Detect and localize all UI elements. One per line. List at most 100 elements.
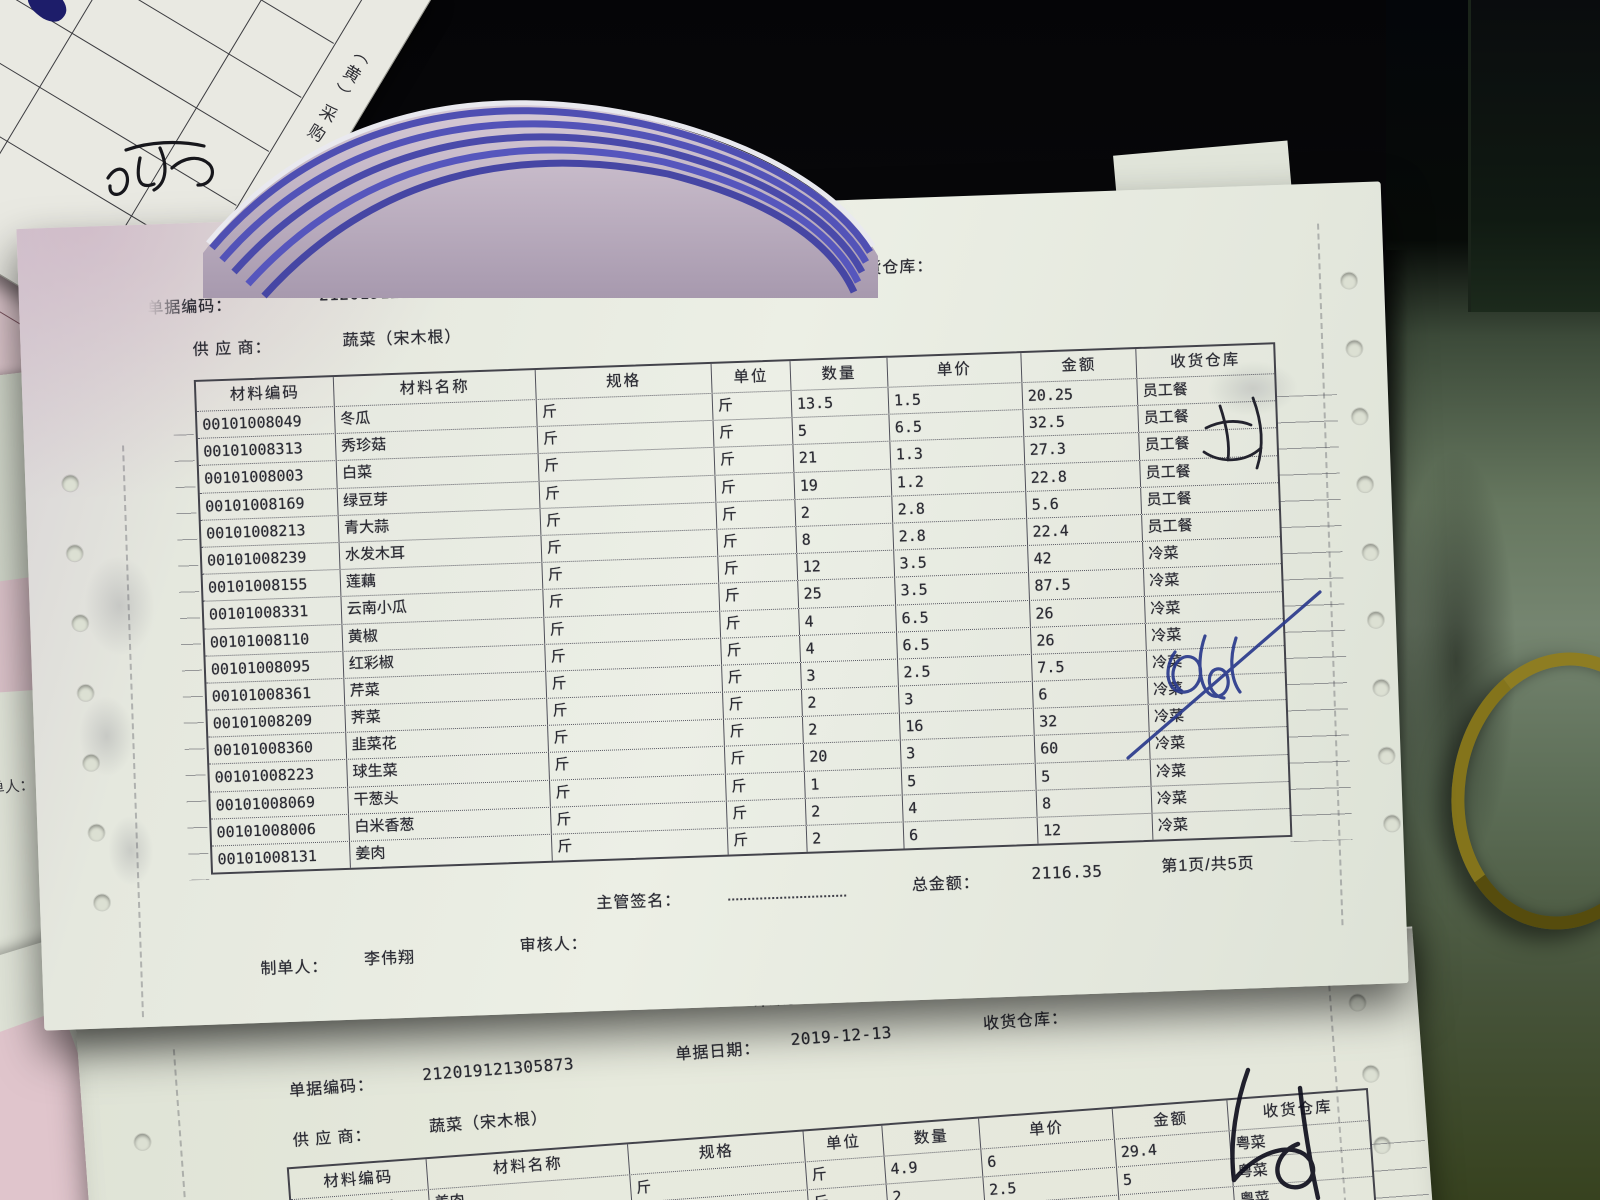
table-cell: 26 <box>1029 596 1146 627</box>
table-cell: 6.5 <box>897 627 1032 659</box>
table-cell: 冷菜 <box>1151 626 1182 645</box>
table-cell: 冷菜 <box>1149 572 1180 591</box>
table-cell: 13.5 <box>791 387 890 418</box>
table-cell: 12 <box>797 550 896 581</box>
table-cell: 32.5 <box>1023 406 1140 437</box>
table-cell: 1.5 <box>888 383 1024 414</box>
doc-no-label: 单据编码： <box>288 1076 375 1100</box>
table-cell: 冷菜 <box>1148 544 1179 563</box>
tractor-feed-hole <box>1340 272 1358 289</box>
table-cell: 3 <box>898 681 1034 713</box>
supplier-value: 蔬菜（宋木根） <box>342 328 462 350</box>
table-cell: 员工餐 <box>1144 435 1190 455</box>
tractor-feed-hole <box>66 544 84 562</box>
table-cell: 20 <box>803 740 902 771</box>
table-cell: 42 <box>1028 542 1144 573</box>
table-cell: 3 <box>801 659 899 689</box>
table-cell: 00101008331 <box>203 597 343 629</box>
table-cell: 00101008360 <box>208 733 348 765</box>
table-cell: 21 <box>793 442 892 472</box>
table-cell: 22.8 <box>1025 460 1142 491</box>
column-header: 规格 <box>535 363 713 400</box>
table-cell: 00101008110 <box>204 624 344 656</box>
receipt-page-1: 采购收货单 单据编码： 212019121305873 单据日期： 2019-1… <box>16 181 1409 1031</box>
table-cell: 斤 <box>716 499 797 529</box>
doc-no-value: 212019121305873 <box>421 1054 575 1085</box>
tractor-feed-hole <box>1362 1065 1380 1083</box>
table-cell: 4 <box>799 605 897 635</box>
table-cell: 60 <box>1034 732 1151 763</box>
table-cell: 6 <box>1032 677 1149 709</box>
column-header: 数量 <box>790 357 889 391</box>
table-cell: 27.3 <box>1024 433 1141 464</box>
table-cell: 00101008313 <box>197 434 337 466</box>
table-cell: 斤 <box>551 828 729 861</box>
table-cell: 2 <box>805 795 904 825</box>
tractor-feed-hole <box>133 1133 152 1151</box>
signature-line <box>727 880 847 901</box>
maker-label: 制单人： <box>260 958 329 978</box>
table-cell: 员工餐 <box>1143 408 1190 428</box>
maker-value: 李伟翔 <box>363 949 416 969</box>
table-cell: 00101008095 <box>205 651 345 683</box>
tractor-feed-hole <box>1362 543 1379 561</box>
table-cell: 姜肉 <box>350 834 553 868</box>
table-cell: 19 <box>794 469 893 499</box>
table-cell: 冷菜 <box>1155 762 1187 781</box>
table-cell: 5.6 <box>1026 487 1143 518</box>
table-cell: 00101008239 <box>201 542 341 574</box>
column-header: 金额 <box>1021 349 1138 383</box>
dotted-line-extension <box>1369 1139 1431 1200</box>
table-cell: 8 <box>1036 786 1153 817</box>
paper-text-fragment: 单人： <box>0 776 36 799</box>
table-cell: 斤 <box>713 418 794 448</box>
table-cell: 6 <box>903 817 1039 849</box>
table-cell: 20.25 <box>1022 379 1139 410</box>
tractor-feed-hole <box>77 684 94 702</box>
dark-shelf <box>1468 0 1600 312</box>
table-cell: 冷菜 <box>1156 789 1188 808</box>
tractor-feed-hole <box>1356 475 1374 493</box>
table-cell: 斤 <box>714 445 795 475</box>
table-cell: 5 <box>901 763 1037 795</box>
table-cell: 斤 <box>720 608 801 638</box>
table-cell: 冷菜 <box>1151 653 1183 672</box>
table-cell: 25 <box>798 577 897 608</box>
column-header: 单位 <box>803 1125 885 1162</box>
tractor-feed-hole <box>93 894 111 911</box>
table-cell: 斤 <box>723 717 804 747</box>
table-cell: 00101008223 <box>209 760 349 792</box>
table-cell: 斤 <box>722 662 802 692</box>
manager-sign-label: 主管签名： <box>596 892 682 913</box>
table-cell: 斤 <box>726 798 807 828</box>
tractor-feed-hole <box>88 824 105 841</box>
table-cell: 00101008361 <box>206 678 346 710</box>
tractor-feed-hole <box>1378 747 1395 764</box>
table-cell: 3 <box>900 736 1036 768</box>
total-label: 总金额： <box>911 874 981 895</box>
table-cell: 斤 <box>715 472 796 502</box>
table-cell: 冷菜 <box>1153 707 1185 726</box>
tractor-feed-hole <box>1367 611 1385 629</box>
table-cell: 冷菜 <box>1152 680 1184 699</box>
table-cell: 22.4 <box>1027 514 1143 546</box>
tractor-feed-hole <box>71 614 89 632</box>
table-cell: 2 <box>806 822 905 853</box>
table-cell: 16 <box>899 709 1035 740</box>
table-cell: 26 <box>1030 623 1147 654</box>
carbon-copy-stack <box>203 100 878 299</box>
column-header: 收货仓库 <box>1169 351 1241 371</box>
table-cell: 6.5 <box>896 600 1031 632</box>
table-cell: 斤 <box>717 526 798 556</box>
column-header: 单位 <box>711 361 792 393</box>
table-cell: 斤 <box>723 689 803 719</box>
table-cell: 员工餐 <box>1145 462 1191 482</box>
supplier-label: 供 应 商： <box>292 1127 373 1150</box>
table-cell: 斤 <box>719 581 800 611</box>
table-cell: 1.3 <box>890 437 1026 469</box>
tractor-feed-hole <box>1349 993 1367 1012</box>
date-value: 2019-12-13 <box>790 1022 893 1050</box>
table-cell: 00101008169 <box>199 488 339 520</box>
table-cell: 00101008006 <box>211 814 350 846</box>
